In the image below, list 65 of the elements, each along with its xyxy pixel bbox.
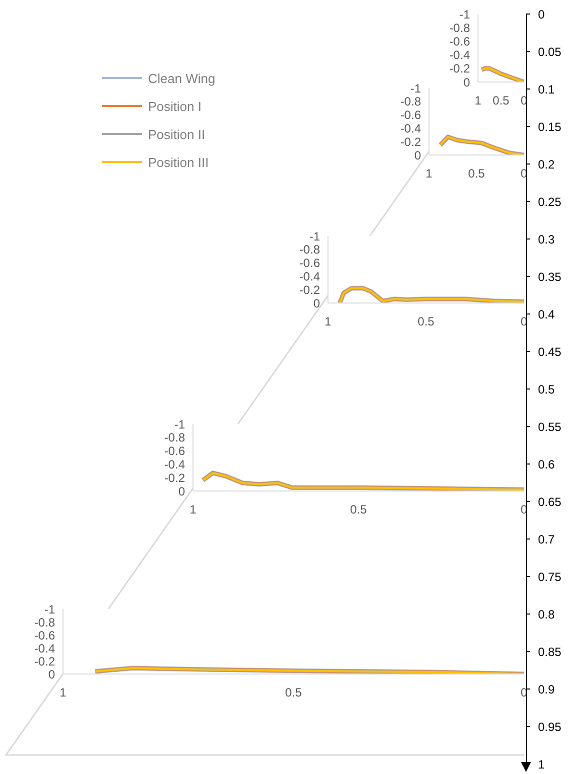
x-tick-label: 1 bbox=[190, 502, 197, 517]
y-tick-label: -0.6 bbox=[164, 444, 186, 458]
y2-tick-label: 0.4 bbox=[538, 307, 556, 322]
y2-tick-label: 0.9 bbox=[538, 682, 556, 696]
y2-tick-label: 0.25 bbox=[538, 194, 562, 209]
y-tick-label: 0 bbox=[463, 75, 470, 90]
x-tick-label: 1 bbox=[324, 314, 332, 329]
y2-tick-label: 0.2 bbox=[538, 157, 556, 172]
y2-tick-label: 0.1 bbox=[538, 82, 556, 96]
legend-label: Clean Wing bbox=[148, 70, 216, 86]
y2-tick-label: 1 bbox=[538, 757, 545, 772]
y-tick-label: -0.2 bbox=[400, 134, 422, 149]
y-tick-label: 0 bbox=[178, 484, 186, 498]
y-tick-label: -1 bbox=[459, 7, 470, 22]
y-tick-label: -0.8 bbox=[299, 242, 320, 257]
y-tick-label: -0.8 bbox=[34, 615, 56, 630]
y-tick-label: -0.2 bbox=[34, 654, 56, 668]
y-tick-label: -0.4 bbox=[449, 48, 470, 62]
y-tick-label: -0.6 bbox=[299, 256, 320, 270]
y-tick-label: -0.6 bbox=[400, 108, 422, 122]
y-tick-label: -0.4 bbox=[34, 641, 56, 656]
y-tick-label: -1 bbox=[174, 417, 186, 432]
y-tick-label: -0.2 bbox=[449, 62, 470, 76]
y2-tick-label: 0.55 bbox=[538, 420, 562, 434]
y2-tick-label: 0.95 bbox=[538, 720, 562, 734]
legend-label: Position II bbox=[148, 126, 206, 142]
y-tick-label: -0.6 bbox=[34, 628, 56, 642]
y-tick-label: -1 bbox=[44, 602, 56, 616]
y-tick-label: -1 bbox=[309, 229, 320, 244]
y-tick-label: -0.4 bbox=[164, 457, 186, 472]
y-tick-label: -0.4 bbox=[400, 121, 422, 136]
y-tick-label: -0.2 bbox=[164, 470, 186, 485]
x-tick-label: 0.5 bbox=[418, 314, 435, 329]
y2-tick-label: 0.6 bbox=[538, 457, 556, 472]
y2-tick-label: 0.5 bbox=[538, 382, 556, 396]
y2-tick-label: 0.3 bbox=[538, 232, 556, 246]
y2-tick-label: 0.65 bbox=[538, 494, 562, 509]
y-tick-label: 0 bbox=[313, 296, 320, 310]
y-tick-label: 0 bbox=[414, 148, 422, 162]
y2-tick-label: 0.45 bbox=[538, 344, 562, 359]
x-tick-label: 0.5 bbox=[492, 94, 510, 108]
y2-tick-label: 0.15 bbox=[538, 120, 562, 134]
y-tick-label: -0.6 bbox=[449, 34, 470, 48]
x-tick-label: 1 bbox=[60, 686, 67, 700]
y-tick-label: -0.8 bbox=[400, 94, 422, 109]
y-tick-label: -1 bbox=[410, 81, 422, 96]
y-tick-label: -0.2 bbox=[299, 282, 320, 297]
x-tick-label: 0.5 bbox=[285, 686, 302, 700]
y-tick-label: 0 bbox=[48, 667, 56, 682]
y2-tick-label: 0.7 bbox=[538, 532, 556, 546]
x-tick-label: 1 bbox=[474, 94, 482, 108]
x-tick-label: 0.5 bbox=[468, 166, 486, 181]
y2-tick-label: 0.8 bbox=[538, 607, 556, 622]
y2-tick-label: 0.05 bbox=[538, 44, 562, 59]
y2-tick-label: 0.35 bbox=[538, 270, 562, 284]
x-tick-label: 0.5 bbox=[350, 502, 368, 517]
y2-tick-label: 0.75 bbox=[538, 570, 562, 584]
legend-label: Position I bbox=[148, 98, 202, 114]
x-tick-label: 1 bbox=[426, 166, 433, 181]
y2-tick-label: 0.85 bbox=[538, 644, 562, 659]
y2-tick-label: 0 bbox=[538, 7, 545, 22]
y-tick-label: -0.8 bbox=[449, 20, 470, 35]
y-tick-label: -0.4 bbox=[299, 269, 320, 284]
y-tick-label: -0.8 bbox=[164, 430, 186, 445]
legend-label: Position III bbox=[148, 154, 209, 170]
